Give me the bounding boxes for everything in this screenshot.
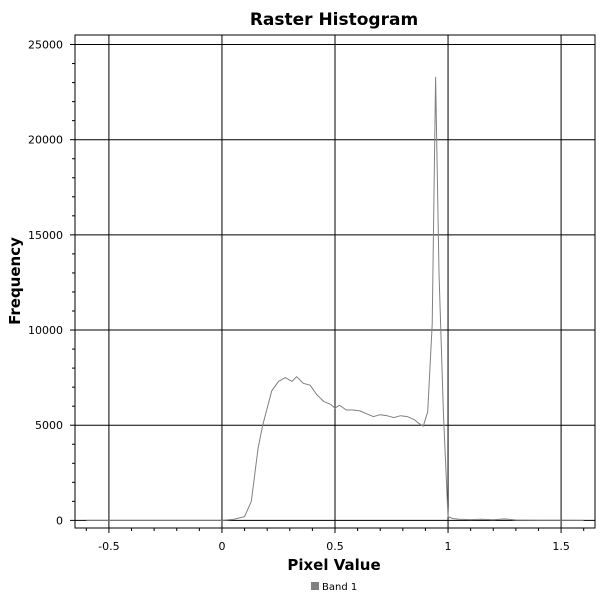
y-tick-label: 10000 (28, 324, 63, 337)
y-tick-label: 25000 (28, 39, 63, 52)
y-tick-labels: 0 5000 10000 15000 20000 25000 (28, 39, 63, 528)
series-line-band-1 (86, 76, 584, 521)
y-tick-label: 15000 (28, 229, 63, 242)
series-layer (86, 76, 584, 521)
y-tick-label: 20000 (28, 134, 63, 147)
x-tick-labels: -0.5 0 0.5 1 1.5 (98, 540, 570, 553)
legend-label-band-1: Band 1 (322, 582, 357, 593)
x-tick-label: 1 (445, 540, 452, 553)
y-tick-label: 5000 (35, 419, 63, 432)
chart-title: Raster Histogram (250, 10, 418, 30)
y-axis-label: Frequency (6, 237, 24, 325)
plot-area-frame (74, 34, 596, 529)
x-tick-label: 0 (218, 540, 225, 553)
y-tick-label: 0 (56, 514, 63, 527)
x-axis-label: Pixel Value (287, 556, 380, 574)
legend: Band 1 (311, 582, 357, 593)
x-tick-label: -0.5 (98, 540, 119, 553)
legend-swatch-band-1 (311, 582, 319, 590)
x-tick-label: 0.5 (326, 540, 344, 553)
x-tick-label: 1.5 (552, 540, 570, 553)
